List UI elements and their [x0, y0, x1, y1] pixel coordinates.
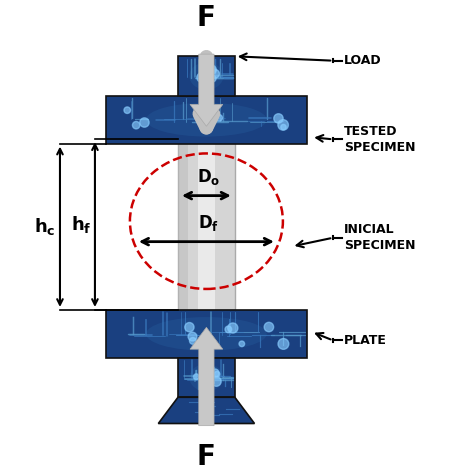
- Circle shape: [216, 115, 222, 121]
- Circle shape: [205, 374, 210, 380]
- Text: INICIAL
SPECIMEN: INICIAL SPECIMEN: [344, 223, 416, 252]
- FancyArrow shape: [190, 328, 223, 426]
- Text: F: F: [197, 443, 216, 471]
- Circle shape: [274, 114, 283, 123]
- Bar: [106, 96, 307, 144]
- Circle shape: [190, 337, 196, 344]
- Circle shape: [132, 121, 140, 129]
- Circle shape: [198, 113, 209, 124]
- Bar: [178, 139, 235, 310]
- Ellipse shape: [189, 62, 223, 90]
- Circle shape: [210, 69, 219, 78]
- Circle shape: [214, 372, 220, 377]
- Circle shape: [209, 75, 216, 82]
- Circle shape: [202, 68, 210, 77]
- Text: TESTED
SPECIMEN: TESTED SPECIMEN: [344, 125, 416, 154]
- Text: F: F: [197, 4, 216, 32]
- Text: LOAD: LOAD: [344, 54, 382, 67]
- Ellipse shape: [189, 364, 223, 392]
- Ellipse shape: [146, 103, 267, 137]
- Circle shape: [197, 73, 206, 82]
- Polygon shape: [158, 397, 255, 423]
- Circle shape: [225, 326, 232, 333]
- Bar: [198, 139, 215, 310]
- Text: PLATE: PLATE: [344, 334, 387, 347]
- Bar: [178, 358, 235, 397]
- Circle shape: [239, 341, 245, 346]
- Bar: [106, 310, 307, 358]
- Text: $\mathbf{h_f}$: $\mathbf{h_f}$: [72, 214, 92, 235]
- Circle shape: [188, 332, 197, 341]
- Circle shape: [264, 322, 273, 332]
- Circle shape: [140, 118, 149, 127]
- Text: $\mathbf{D_o}$: $\mathbf{D_o}$: [197, 167, 220, 187]
- Circle shape: [205, 370, 212, 378]
- Circle shape: [207, 379, 213, 385]
- Circle shape: [185, 322, 194, 332]
- Circle shape: [278, 119, 288, 130]
- Circle shape: [208, 379, 214, 386]
- FancyArrow shape: [190, 54, 223, 126]
- Text: $\mathbf{h_c}$: $\mathbf{h_c}$: [34, 216, 55, 237]
- Circle shape: [211, 369, 219, 377]
- Circle shape: [207, 65, 216, 74]
- Circle shape: [211, 376, 221, 386]
- Circle shape: [228, 323, 238, 333]
- Circle shape: [202, 77, 210, 85]
- Circle shape: [200, 75, 209, 84]
- Circle shape: [204, 64, 215, 75]
- Circle shape: [281, 124, 286, 130]
- Circle shape: [124, 107, 130, 113]
- Text: $\mathbf{D_f}$: $\mathbf{D_f}$: [198, 213, 219, 233]
- Circle shape: [278, 338, 289, 349]
- Bar: [178, 56, 235, 96]
- Ellipse shape: [146, 317, 267, 351]
- Bar: [178, 139, 188, 310]
- Circle shape: [193, 374, 199, 380]
